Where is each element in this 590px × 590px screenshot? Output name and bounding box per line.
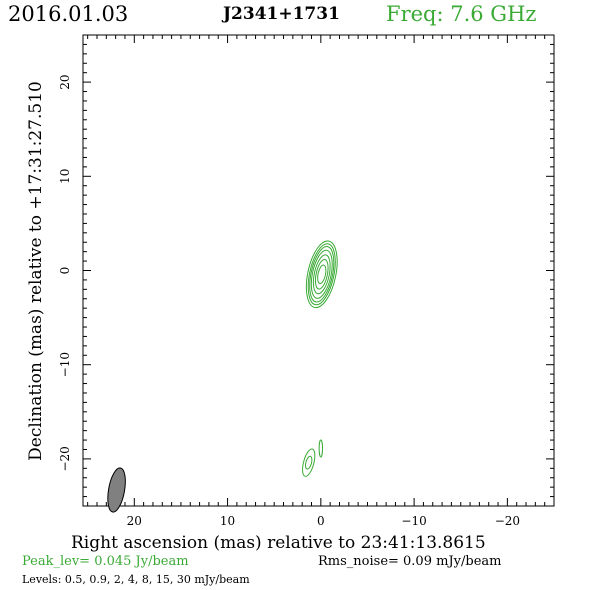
contour-line [305, 240, 338, 309]
beam-group [107, 467, 126, 513]
y-tick-label: 0 [58, 267, 72, 275]
observation-date: 2016.01.03 [8, 2, 129, 26]
rms-noise: Rms_noise= 0.09 mJy/beam [318, 554, 502, 569]
y-axis-label-group: Declination (mas) relative to +17:31:27.… [26, 81, 46, 461]
contour-line [302, 448, 316, 477]
source-name: J2341+1731 [223, 4, 340, 24]
contour-line [318, 439, 324, 458]
contour-line [312, 254, 331, 295]
contour-line [314, 258, 329, 290]
y-tick-label: −20 [58, 446, 72, 471]
x-axis-label: Right ascension (mas) relative to 23:41:… [71, 533, 486, 553]
x-tick-label: −10 [401, 514, 426, 528]
contour-line [310, 249, 333, 299]
contour-line [309, 246, 335, 303]
y-tick-label: 20 [58, 74, 72, 89]
contour-line [305, 455, 313, 470]
x-tick-label: −20 [495, 514, 520, 528]
x-tick-label: 10 [220, 514, 235, 528]
peak-level: Peak_lev= 0.045 Jy/beam [22, 554, 189, 569]
contour-group [302, 240, 338, 477]
y-tick-label: −10 [58, 352, 72, 377]
x-tick-label: 20 [127, 514, 142, 528]
y-axis-label: Declination (mas) relative to +17:31:27.… [26, 81, 46, 461]
x-tick-label: 0 [317, 514, 325, 528]
frequency-label: Freq: 7.6 GHz [386, 2, 537, 26]
contour-levels-text: Levels: 0.5, 0.9, 2, 4, 8, 15, 30 mJy/be… [22, 573, 250, 586]
y-tick-label: 10 [58, 169, 72, 184]
contour-line [307, 243, 336, 306]
contour-line [317, 264, 327, 285]
axis-ticks: 20 10 0 −10 −20 20 10 0 −10 −20 [58, 35, 554, 528]
beam-ellipse [107, 467, 126, 513]
